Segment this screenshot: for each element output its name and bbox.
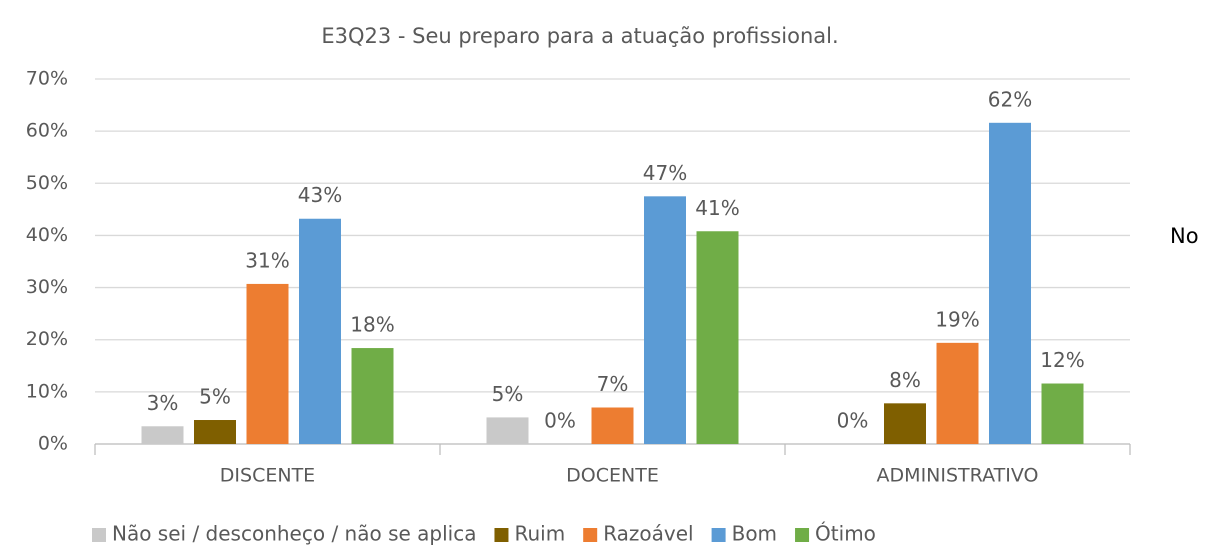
- data-label: 0%: [544, 409, 576, 433]
- bar: [989, 122, 1031, 445]
- bar: [486, 417, 529, 444]
- legend-swatch: [711, 528, 726, 542]
- bar: [246, 283, 289, 444]
- x-tick-label: DOCENTE: [566, 465, 659, 487]
- bar: [299, 218, 341, 444]
- legend-swatch: [92, 528, 106, 542]
- bar: [936, 342, 979, 444]
- data-label: 31%: [245, 248, 289, 272]
- data-label: 47%: [643, 161, 687, 185]
- legend-label: Ótimo: [815, 522, 876, 546]
- data-label: 5%: [199, 385, 231, 409]
- legend-label: Ruim: [514, 522, 565, 546]
- y-tick-label: 20%: [26, 328, 68, 350]
- bar: [884, 403, 926, 444]
- x-tick-label: DISCENTE: [220, 465, 315, 487]
- data-label: 0%: [837, 409, 869, 433]
- y-tick-label: 0%: [38, 433, 68, 455]
- data-label: 7%: [597, 372, 629, 396]
- legend-label: Não sei / desconheço / não se aplica: [112, 522, 476, 546]
- data-label: 3%: [147, 391, 179, 415]
- legend-swatch: [583, 528, 598, 542]
- data-label: 18%: [350, 313, 394, 337]
- data-label: 19%: [935, 307, 979, 331]
- bar: [141, 426, 184, 444]
- y-tick-label: 70%: [26, 68, 68, 90]
- bar: [644, 196, 686, 444]
- legend-label: Razoável: [603, 522, 693, 546]
- y-tick-label: 10%: [26, 380, 68, 402]
- bar: [591, 407, 634, 444]
- legend-swatch: [494, 528, 509, 542]
- bar: [351, 348, 394, 444]
- y-tick-label: 60%: [26, 120, 68, 142]
- y-tick-label: 40%: [26, 224, 68, 246]
- bar: [1041, 383, 1084, 444]
- data-label: 5%: [492, 382, 524, 406]
- data-label: 8%: [889, 368, 921, 392]
- legend-swatch: [795, 528, 810, 542]
- chart-title: E3Q23 - Seu preparo para a atuação profi…: [321, 24, 838, 48]
- bar: [696, 231, 739, 444]
- x-tick-label: ADMINISTRATIVO: [877, 465, 1039, 487]
- y-tick-label: 50%: [26, 172, 68, 194]
- data-label: 12%: [1040, 348, 1084, 372]
- side-text: No: [1170, 224, 1199, 248]
- data-label: 62%: [988, 87, 1032, 111]
- legend-label: Bom: [732, 522, 777, 546]
- data-label: 41%: [695, 196, 739, 220]
- y-tick-label: 30%: [26, 276, 68, 298]
- data-label: 43%: [298, 183, 342, 207]
- bar: [194, 420, 236, 444]
